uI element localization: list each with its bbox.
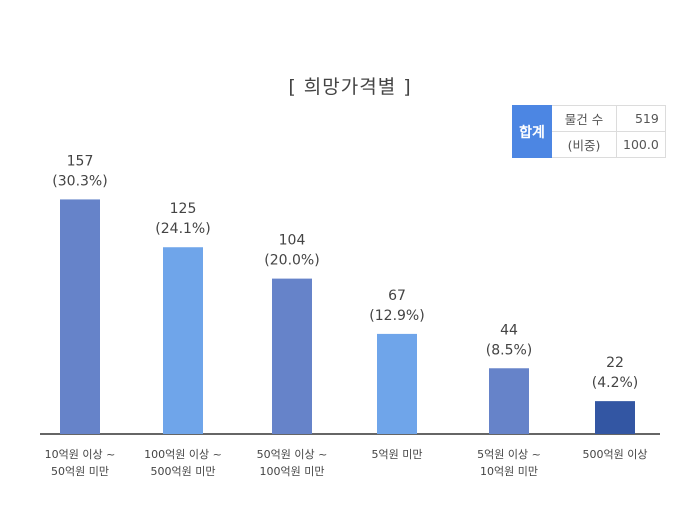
category-label-1-line-1: 10억원 이상 ~	[45, 448, 116, 461]
value-label-5: 44	[500, 322, 518, 338]
value-label-2: 125	[170, 201, 197, 217]
category-label-5-line-1: 5억원 이상 ~	[477, 448, 541, 461]
percent-label-3: (20.0%)	[264, 253, 319, 269]
summary-share-value: 100.0	[616, 131, 666, 158]
category-label-3-line-2: 100억원 미만	[260, 465, 325, 478]
value-label-1: 157	[67, 153, 94, 169]
bar-1	[60, 199, 100, 434]
category-label-2-line-2: 500억원 미만	[151, 465, 216, 478]
percent-label-6: (4.2%)	[592, 375, 639, 391]
category-label-1-line-2: 50억원 미만	[51, 465, 109, 478]
percent-label-5: (8.5%)	[486, 342, 533, 358]
category-label-3-line-1: 50억원 이상 ~	[257, 448, 328, 461]
category-label-4-line-1: 5억원 미만	[372, 448, 423, 461]
bar-2	[163, 247, 203, 434]
summary-share-label: (비중)	[551, 131, 617, 158]
value-label-4: 67	[388, 288, 406, 304]
value-label-3: 104	[279, 233, 306, 249]
bar-3	[272, 278, 312, 434]
summary-table: 합계 물건 수 519 (비중) 100.0	[512, 105, 666, 158]
summary-count-label: 물건 수	[551, 105, 617, 132]
percent-label-4: (12.9%)	[369, 308, 424, 324]
category-label-6-line-1: 500억원 이상	[583, 448, 648, 461]
bar-6	[595, 401, 635, 434]
percent-label-2: (24.1%)	[155, 221, 210, 237]
bar-5	[489, 368, 529, 434]
bar-4	[377, 333, 417, 434]
value-label-6: 22	[606, 355, 624, 371]
category-label-2-line-1: 100억원 이상 ~	[144, 448, 222, 461]
chart-title: [ 희망가격별 ]	[288, 76, 412, 98]
percent-label-1: (30.3%)	[52, 173, 107, 189]
category-label-5-line-2: 10억원 미만	[480, 465, 538, 478]
